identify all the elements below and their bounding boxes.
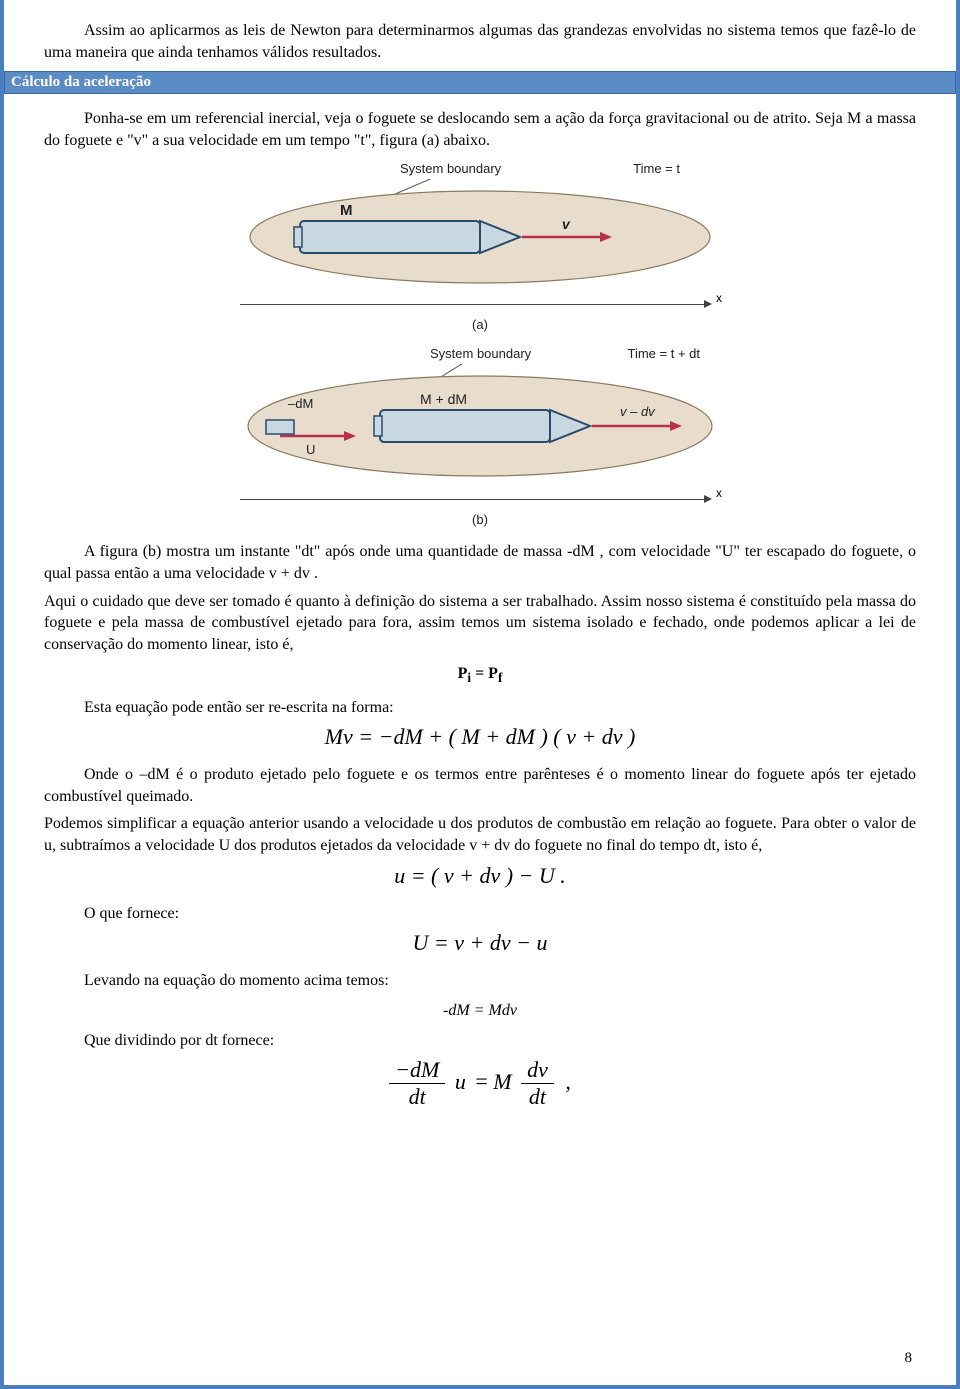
rocket-diagram-a: M v [240,179,720,289]
levando-paragraph: Levando na equação do momento acima temo… [44,970,916,992]
svg-text:v – dv: v – dv [620,404,656,419]
page-number: 8 [905,1350,913,1367]
mass-label-a: M [340,202,353,219]
x-axis-b: x [240,490,720,508]
fig-b-paragraph-2: Aqui o cuidado que deve ser tomado é qua… [44,591,916,656]
rewrite-paragraph: Esta equação pode então ser re-escrita n… [44,697,916,719]
time-label-b: Time = t + dt [628,346,701,361]
intro-paragraph: Assim ao aplicarmos as leis de Newton pa… [44,20,916,63]
figure-b-caption: (b) [240,512,720,527]
system-boundary-label-a: System boundary [400,161,501,176]
section-header-calculo: Cálculo da aceleração [4,71,956,94]
o-que-fornece: O que fornece: [44,903,916,925]
figure-a: System boundary Time = t M v x (a) [240,161,720,332]
svg-text:–dM: –dM [288,396,313,411]
onde-dm-paragraph: Onde o –dM é o produto ejetado pelo fogu… [44,764,916,807]
dividindo-paragraph: Que dividindo por dt fornece: [44,1030,916,1052]
rocket-diagram-b: –dM U M + dM v – dv [240,364,720,484]
time-label-a: Time = t [633,161,680,176]
simplify-paragraph: Podemos simplificar a equação anterior u… [44,813,916,856]
equation-mv: Mv = −dM + ( M + dM ) ( v + dv ) [44,724,916,750]
equation-pi-pf: Pi = Pf [44,665,916,686]
equation-u: u = ( v + dv ) − U . [44,863,916,889]
x-axis-a: x [240,295,720,313]
paragraph-after-header: Ponha-se em um referencial inercial, vej… [44,108,916,151]
fig-b-paragraph-1: A figura (b) mostra um instante "dt" apó… [44,541,916,584]
equation-fraction: −dM dt u = M dv dt , [44,1057,916,1110]
equation-big-u: U = v + dv − u [44,930,916,956]
page: Assim ao aplicarmos as leis de Newton pa… [0,0,960,1389]
equation-dm-mdv: -dM = Mdv [44,1002,916,1020]
svg-text:U: U [306,442,315,457]
svg-text:M + dM: M + dM [420,391,467,407]
figure-a-caption: (a) [240,317,720,332]
figure-b: System boundary Time = t + dt –dM U M + … [240,346,720,527]
svg-text:v: v [562,216,571,232]
system-boundary-label-b: System boundary [430,346,531,361]
